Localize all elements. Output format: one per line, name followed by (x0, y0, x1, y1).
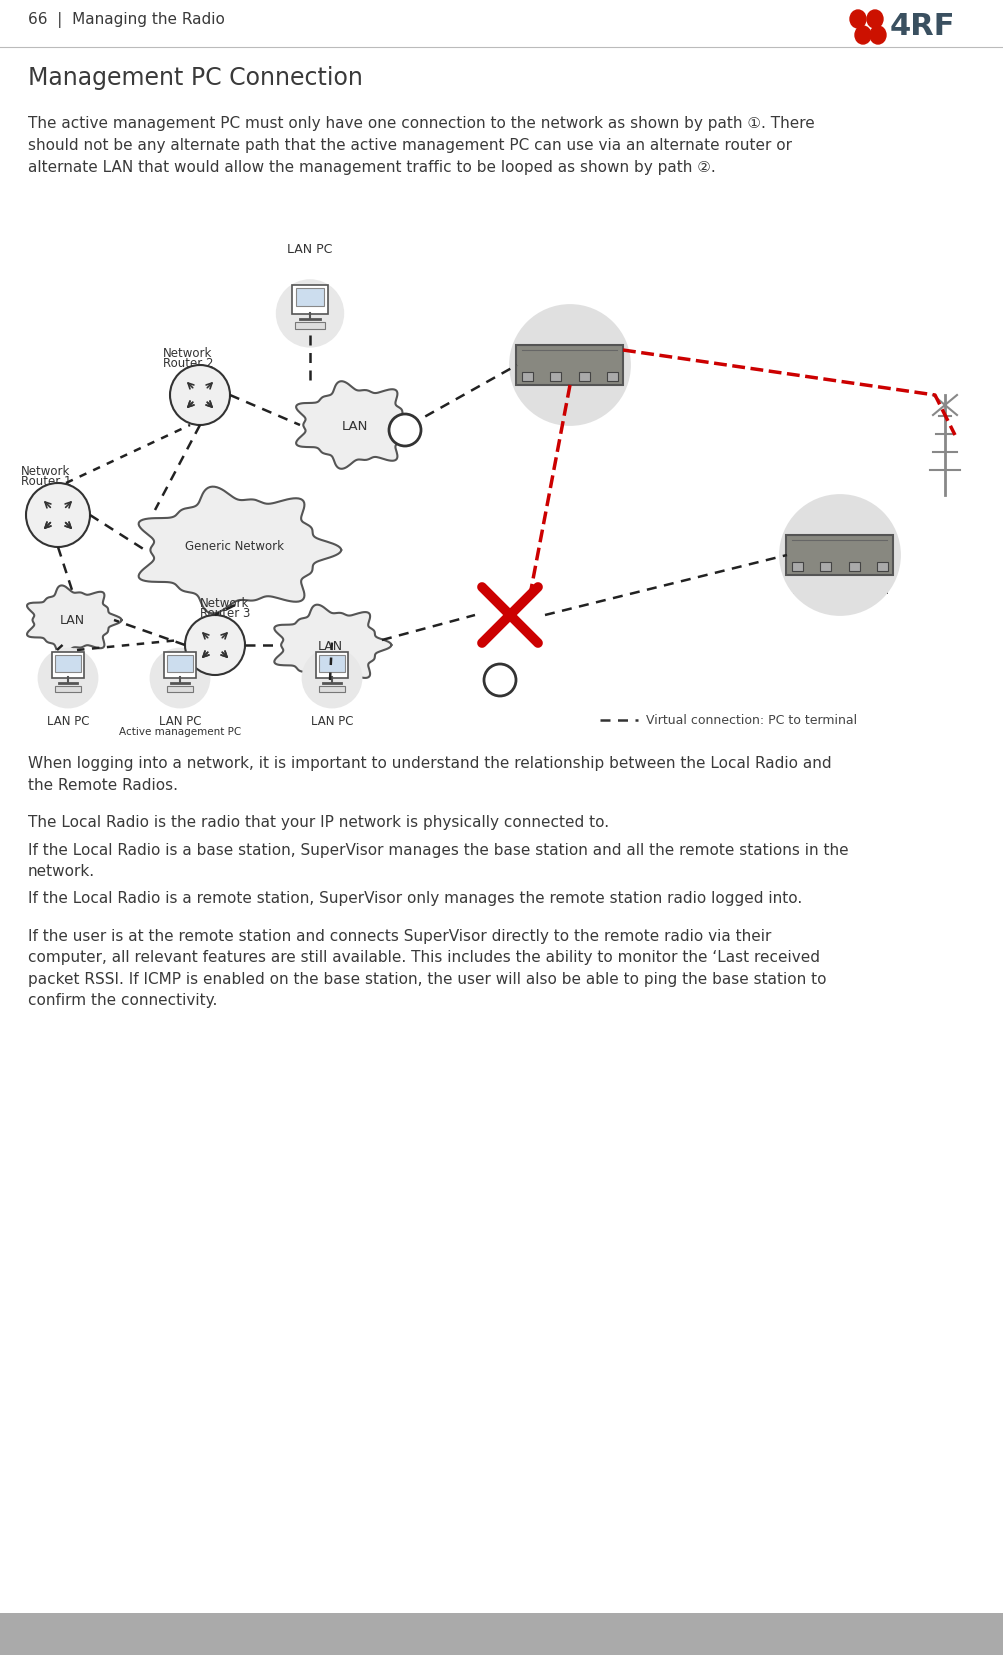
Polygon shape (27, 586, 121, 655)
FancyBboxPatch shape (52, 654, 84, 679)
FancyBboxPatch shape (316, 654, 348, 679)
Text: The Local Radio is the radio that your IP network is physically connected to.: The Local Radio is the radio that your I… (28, 814, 609, 829)
Text: Management PC Connection: Management PC Connection (28, 66, 362, 89)
FancyBboxPatch shape (292, 286, 328, 314)
Text: LAN: LAN (317, 639, 342, 652)
Text: Network: Network (201, 597, 250, 609)
Text: Virtual connection: PC to terminal: Virtual connection: PC to terminal (645, 713, 857, 727)
Circle shape (483, 665, 516, 697)
Text: Generic Network: Generic Network (186, 540, 284, 553)
Text: LAN PC: LAN PC (158, 715, 201, 728)
Text: Active management PC: Active management PC (118, 727, 241, 736)
Circle shape (509, 305, 630, 427)
Ellipse shape (855, 26, 871, 45)
Text: If the user is at the remote station and connects SuperVisor directly to the rem: If the user is at the remote station and… (28, 928, 770, 943)
Text: If the Local Radio is a remote station, SuperVisor only manages the remote stati: If the Local Radio is a remote station, … (28, 890, 801, 905)
Circle shape (276, 280, 344, 349)
FancyBboxPatch shape (578, 372, 589, 381)
Text: LAN PC: LAN PC (47, 715, 89, 728)
Text: LAN PC: LAN PC (287, 243, 332, 257)
FancyBboxPatch shape (296, 288, 324, 308)
Text: Network: Network (163, 348, 213, 359)
FancyBboxPatch shape (0, 1614, 1003, 1655)
Text: Base Station: Base Station (530, 392, 609, 405)
Text: Router 2: Router 2 (162, 357, 213, 369)
Text: LAN: LAN (59, 614, 84, 627)
Circle shape (778, 495, 900, 617)
Circle shape (149, 649, 211, 708)
FancyBboxPatch shape (550, 372, 561, 381)
FancyBboxPatch shape (319, 655, 344, 672)
Polygon shape (138, 487, 341, 614)
Text: 4RF: 4RF (889, 12, 955, 41)
Text: Network: Network (21, 465, 70, 478)
Text: Router 1: Router 1 (21, 475, 71, 488)
FancyBboxPatch shape (516, 346, 623, 386)
Circle shape (170, 366, 230, 425)
Polygon shape (274, 606, 391, 685)
FancyBboxPatch shape (522, 372, 533, 381)
FancyBboxPatch shape (295, 323, 325, 331)
FancyBboxPatch shape (54, 687, 81, 693)
Text: the Remote Radios.: the Remote Radios. (28, 778, 178, 793)
Text: LAN PC: LAN PC (311, 715, 353, 728)
FancyBboxPatch shape (55, 655, 80, 672)
FancyBboxPatch shape (791, 563, 802, 571)
FancyBboxPatch shape (318, 687, 345, 693)
Text: LAN: LAN (341, 419, 368, 432)
Ellipse shape (867, 12, 882, 30)
Text: The active management PC must only have one connection to the network as shown b: The active management PC must only have … (28, 116, 814, 131)
Circle shape (26, 483, 90, 548)
FancyBboxPatch shape (848, 563, 859, 571)
Ellipse shape (870, 26, 885, 45)
Circle shape (37, 649, 98, 708)
Text: network.: network. (28, 864, 95, 879)
Polygon shape (296, 382, 419, 470)
FancyBboxPatch shape (166, 687, 194, 693)
Ellipse shape (850, 12, 866, 30)
Text: 2: 2 (494, 672, 505, 690)
Circle shape (301, 649, 362, 708)
Text: 66  |  Managing the Radio: 66 | Managing the Radio (28, 12, 225, 28)
Text: Remote Station: Remote Station (790, 584, 888, 597)
Circle shape (388, 415, 420, 447)
Text: confirm the connectivity.: confirm the connectivity. (28, 993, 218, 1008)
FancyBboxPatch shape (877, 563, 887, 571)
Text: If the Local Radio is a base station, SuperVisor manages the base station and al: If the Local Radio is a base station, Su… (28, 842, 848, 857)
FancyBboxPatch shape (168, 655, 193, 672)
Text: should not be any alternate path that the active management PC can use via an al: should not be any alternate path that th… (28, 137, 791, 152)
FancyBboxPatch shape (785, 536, 893, 576)
Text: When logging into a network, it is important to understand the relationship betw: When logging into a network, it is impor… (28, 756, 830, 771)
Text: alternate LAN that would allow the management traffic to be looped as shown by p: alternate LAN that would allow the manag… (28, 161, 715, 175)
Text: computer, all relevant features are still available. This includes the ability t: computer, all relevant features are stil… (28, 950, 819, 965)
Text: Router 3: Router 3 (200, 607, 250, 619)
FancyBboxPatch shape (607, 372, 618, 381)
Circle shape (185, 616, 245, 675)
Text: 1: 1 (399, 422, 410, 440)
Text: Aprisa SRi User Manual 1.0.0: Aprisa SRi User Manual 1.0.0 (401, 1627, 602, 1642)
FancyBboxPatch shape (163, 654, 196, 679)
Text: packet RSSI. If ICMP is enabled on the base station, the user will also be able : packet RSSI. If ICMP is enabled on the b… (28, 971, 825, 986)
FancyBboxPatch shape (819, 563, 830, 571)
